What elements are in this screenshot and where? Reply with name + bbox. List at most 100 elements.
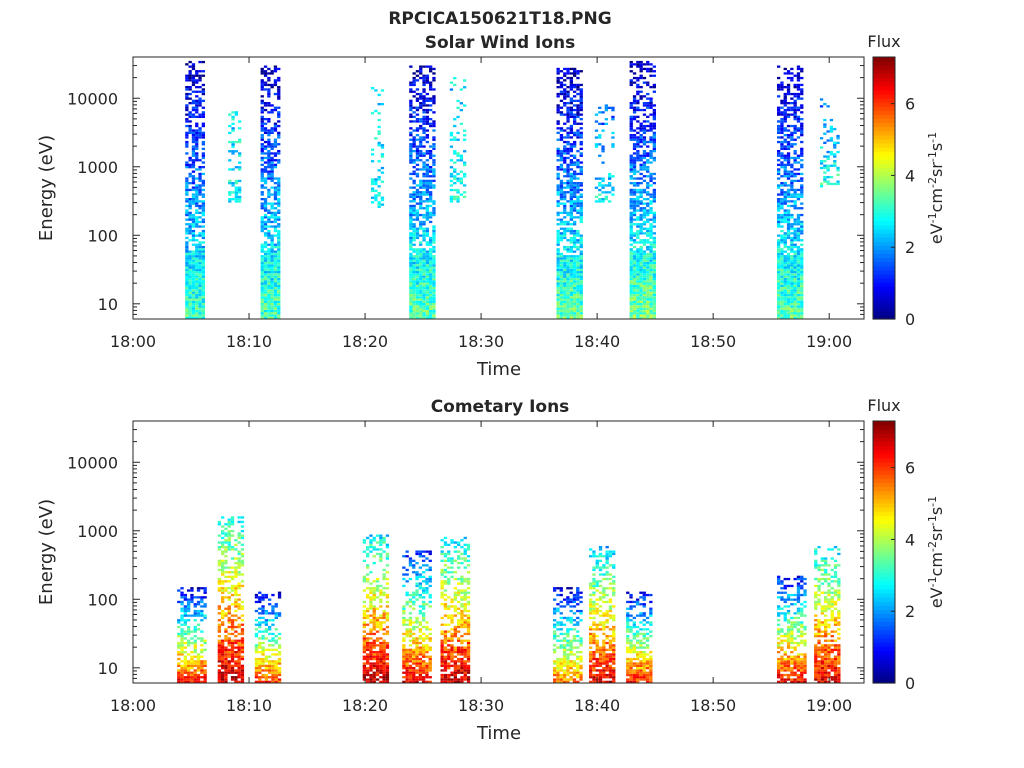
heatmap-cell — [432, 72, 436, 75]
heatmap-cell — [277, 191, 281, 194]
heatmap-cell — [642, 140, 647, 144]
heatmap-cell — [783, 239, 787, 242]
heatmap-cell — [190, 680, 194, 683]
heatmap-cell — [559, 166, 564, 169]
heatmap-cell — [594, 129, 599, 132]
heatmap-cell — [569, 115, 573, 118]
heatmap-cell — [800, 261, 804, 265]
heatmap-cell — [573, 70, 577, 73]
heatmap-cell — [836, 169, 840, 172]
heatmap-cell — [777, 314, 781, 317]
heatmap-cell — [270, 220, 274, 224]
heatmap-cell — [277, 667, 282, 670]
heatmap-cell — [217, 648, 221, 651]
heatmap-cell — [780, 293, 784, 297]
heatmap-cell — [201, 264, 205, 267]
heatmap-cell — [576, 136, 580, 139]
heatmap-cell — [260, 293, 264, 297]
heatmap-cell — [230, 623, 235, 626]
heatmap-cell — [409, 314, 413, 317]
heatmap-cell — [642, 232, 647, 235]
heatmap-cell — [425, 79, 429, 82]
heatmap-cell — [556, 291, 560, 294]
heatmap-cell — [201, 207, 205, 210]
heatmap-cell — [632, 97, 637, 100]
heatmap-cell — [375, 584, 380, 588]
heatmap-cell — [579, 216, 583, 219]
heatmap-cell — [601, 150, 605, 153]
heatmap-cell — [573, 314, 577, 317]
heatmap-cell — [576, 106, 580, 109]
heatmap-cell — [263, 209, 268, 212]
heatmap-cell — [556, 282, 560, 285]
heatmap-cell — [263, 312, 268, 315]
heatmap-cell — [260, 191, 264, 194]
heatmap-cell — [833, 141, 837, 144]
heatmap-cell — [419, 273, 423, 276]
heatmap-cell — [629, 211, 633, 214]
heatmap-cell — [652, 211, 656, 214]
heatmap-cell — [277, 300, 281, 303]
colorbar-segment — [873, 61, 895, 66]
heatmap-cell — [646, 305, 650, 308]
heatmap-cell — [432, 159, 436, 162]
heatmap-cell — [425, 229, 429, 233]
heatmap-cell — [217, 660, 221, 663]
heatmap-cell — [649, 136, 653, 139]
heatmap-cell — [569, 113, 573, 116]
heatmap-cell — [629, 259, 633, 262]
heatmap-cell — [187, 619, 191, 622]
heatmap-cell — [800, 298, 804, 301]
heatmap-cell — [429, 179, 433, 182]
heatmap-cell — [366, 632, 370, 636]
heatmap-cell — [636, 83, 640, 87]
heatmap-cell — [372, 619, 376, 622]
heatmap-cell — [632, 161, 637, 164]
heatmap-cell — [185, 213, 189, 217]
heatmap-cell — [632, 106, 637, 109]
heatmap-cell — [422, 90, 426, 93]
heatmap-cell — [422, 275, 426, 278]
heatmap-cell — [240, 543, 245, 546]
heatmap-cell — [642, 303, 647, 306]
heatmap-cell — [409, 81, 413, 84]
heatmap-cell — [270, 239, 274, 242]
heatmap-cell — [412, 223, 416, 226]
heatmap-cell — [598, 188, 602, 192]
heatmap-cell — [372, 593, 376, 597]
heatmap-cell — [270, 236, 274, 240]
heatmap-cell — [563, 314, 567, 317]
heatmap-cell — [777, 88, 781, 91]
heatmap-cell — [783, 236, 787, 240]
heatmap-cell — [569, 250, 573, 253]
heatmap-cell — [270, 252, 274, 256]
heatmap-cell — [636, 282, 640, 285]
heatmap-cell — [780, 113, 784, 116]
heatmap-cell — [240, 520, 245, 524]
heatmap-cell — [385, 678, 390, 681]
heatmap-cell — [629, 213, 633, 217]
heatmap-cell — [263, 257, 268, 260]
heatmap-cell — [432, 136, 436, 139]
heatmap-cell — [611, 136, 615, 139]
heatmap-cell — [415, 129, 420, 132]
heatmap-cell — [200, 660, 204, 663]
heatmap-cell — [556, 191, 560, 194]
heatmap-cell — [576, 86, 580, 89]
heatmap-cell — [632, 300, 637, 303]
heatmap-cell — [187, 609, 191, 613]
heatmap-cell — [566, 264, 570, 267]
heatmap-cell — [642, 166, 647, 169]
heatmap-cell — [646, 282, 650, 285]
heatmap-cell — [372, 680, 376, 683]
heatmap-cell — [273, 166, 278, 169]
heatmap-cell — [783, 67, 787, 71]
heatmap-cell — [569, 266, 573, 269]
heatmap-cell — [456, 106, 460, 109]
heatmap-cell — [183, 664, 187, 667]
heatmap-cell — [425, 172, 429, 176]
heatmap-cell — [652, 90, 656, 93]
heatmap-cell — [277, 186, 281, 189]
heatmap-cell — [193, 671, 197, 674]
heatmap-cell — [793, 300, 797, 303]
